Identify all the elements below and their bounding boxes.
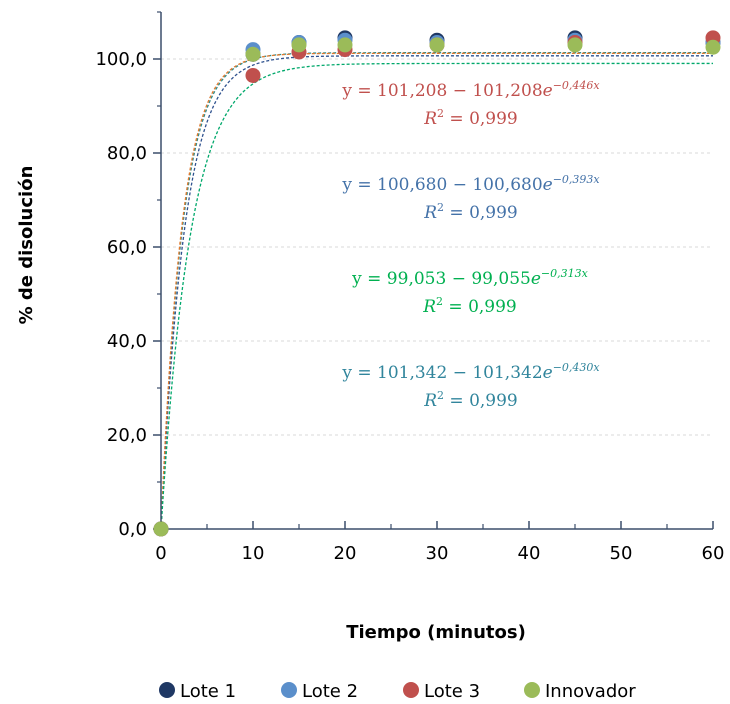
y-tick-label: 20,0 [107,425,147,446]
x-tick-label: 40 [518,543,541,564]
x-axis-title: Tiempo (minutos) [346,622,526,643]
x-tick-label: 50 [610,543,633,564]
legend-marker [403,682,419,698]
r-squared-label: R2 = 0,999 [423,201,518,223]
data-point [337,37,353,53]
y-tick-label: 80,0 [107,143,147,164]
data-point [429,37,445,53]
legend: Lote 1 Lote 2 Lote 3 Innovador [159,681,636,702]
fit-equation: y = 101,208 − 101,208e−0,446x [341,79,600,101]
fit-curve [160,55,713,530]
data-points [153,30,721,537]
fit-equation: y = 99,053 − 99,055e−0,313x [351,267,588,289]
x-tick-label: 0 [155,543,166,564]
x-tick-label: 30 [426,543,449,564]
y-tick-label: 100,0 [95,49,147,70]
r-squared-label: R2 = 0,999 [423,389,518,411]
y-tick-label: 0,0 [118,519,147,540]
data-point [567,37,583,53]
x-tick-label: 10 [242,543,265,564]
legend-label: Innovador [545,681,636,702]
legend-label: Lote 2 [302,681,358,702]
data-point [153,521,169,537]
y-tick-label: 40,0 [107,331,147,352]
data-point [245,46,261,62]
y-axis-title: % de disolución [16,166,37,325]
legend-marker [524,682,540,698]
data-point [245,67,261,83]
fit-curve [160,52,713,530]
y-tick-label: 60,0 [107,237,147,258]
legend-label: Lote 1 [180,681,236,702]
legend-marker [281,682,297,698]
legend-label: Lote 3 [424,681,480,702]
x-tick-label: 20 [334,543,357,564]
r-squared-label: R2 = 0,999 [423,107,518,129]
legend-marker [159,682,175,698]
grid-lines [161,58,713,436]
x-tick-label: 60 [702,543,725,564]
data-point [291,37,307,53]
fit-curve [160,62,713,530]
axis-ticks: 0,0 20,0 40,0 60,0 80,0 100,0 0 10 20 30 40 50 60 [95,11,725,564]
fit-equation: y = 101,342 − 101,342e−0,430x [341,361,600,383]
data-point [705,39,721,55]
fit-equation: y = 100,680 − 100,680e−0,393x [341,173,600,195]
fit-equations: y = 101,208 − 101,208e−0,446x R2 = 0,999 y… [341,79,600,411]
r-squared-label: R2 = 0,999 [422,295,517,317]
